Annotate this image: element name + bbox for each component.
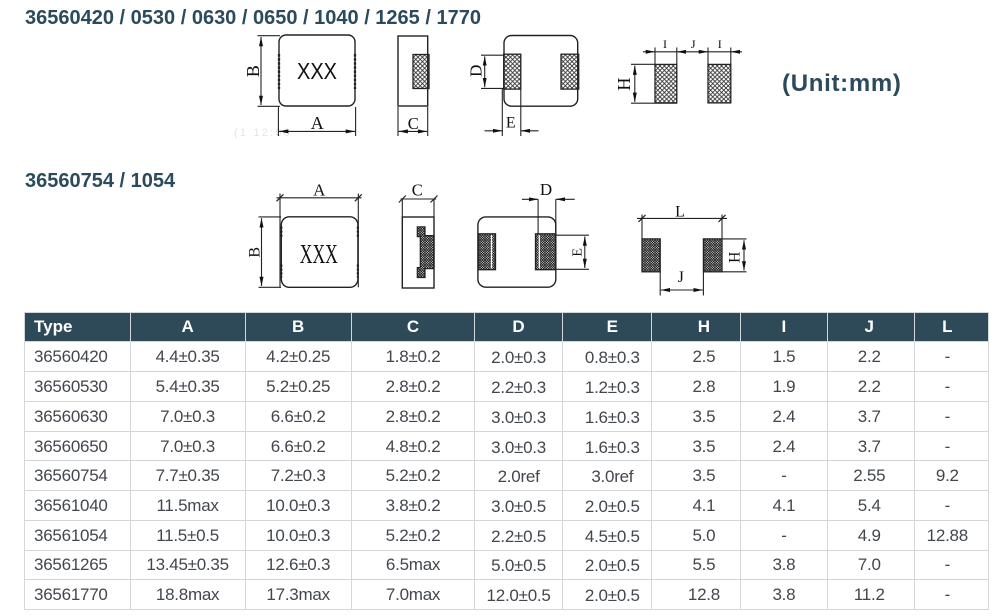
svg-text:J: J [691, 37, 696, 51]
svg-text:XXX: XXX [297, 58, 337, 84]
svg-text:E: E [506, 115, 516, 132]
svg-text:J: J [678, 269, 684, 286]
svg-text:H: H [726, 252, 743, 263]
svg-text:A: A [313, 181, 326, 200]
svg-text:I: I [663, 37, 667, 51]
svg-text:H: H [614, 78, 634, 91]
svg-text:B: B [247, 247, 264, 258]
svg-text:XXX: XXX [300, 238, 338, 269]
svg-text:C: C [412, 181, 423, 200]
svg-text:C: C [408, 114, 419, 133]
svg-text:A: A [311, 113, 324, 133]
svg-text:D: D [467, 65, 486, 77]
svg-text:D: D [540, 180, 552, 199]
svg-text:I: I [718, 37, 722, 51]
svg-text:E: E [570, 248, 585, 257]
svg-text:B: B [243, 65, 263, 77]
svg-text:L: L [675, 203, 685, 220]
